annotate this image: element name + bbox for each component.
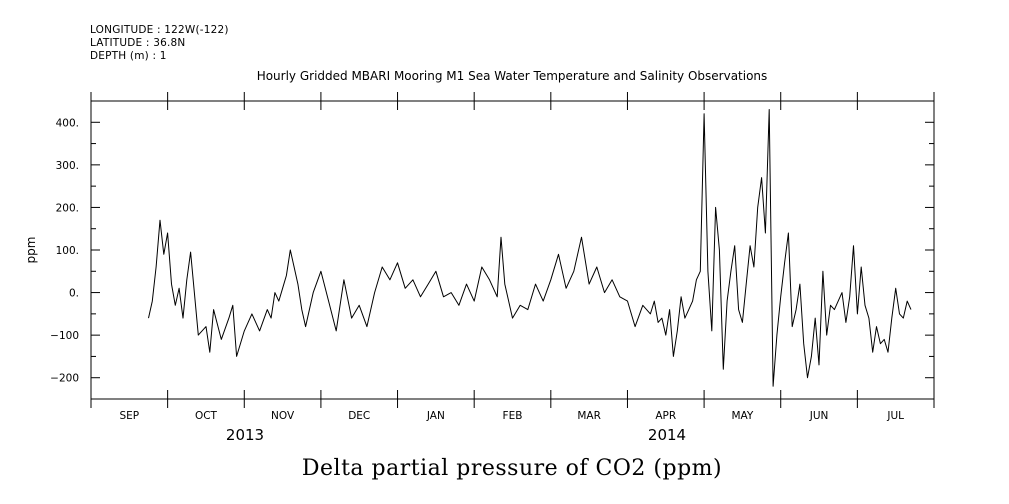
longitude-label: LONGITUDE : 122W(-122) (90, 24, 229, 36)
x-month-label: MAY (731, 410, 753, 422)
x-month-label: SEP (119, 410, 139, 422)
y-tick-label: 400. (56, 117, 79, 129)
x-month-label: JUL (886, 410, 904, 422)
depth-label: DEPTH (m) : 1 (90, 50, 167, 62)
plot-frame (90, 100, 935, 400)
x-month-label: FEB (503, 410, 523, 422)
y-tick-label: 0. (69, 288, 79, 300)
year-label-2013: 2013 (226, 426, 264, 444)
y-tick-label: 100. (56, 245, 79, 257)
x-month-label: NOV (271, 410, 295, 422)
x-month-label: DEC (348, 410, 370, 422)
y-axis-label: ppm (24, 237, 38, 264)
x-month-label: JUN (809, 410, 829, 422)
y-tick-label: 200. (56, 202, 79, 214)
chart-title: Hourly Gridded MBARI Mooring M1 Sea Wate… (257, 69, 768, 83)
x-month-label: APR (655, 410, 676, 422)
series-line (148, 109, 912, 387)
series-group (148, 109, 912, 387)
axes: −200 −100 0. 100. 200. 300. 400. SEP OCT NOV DEC JA… (50, 92, 935, 422)
x-axis-title: Delta partial pressure of CO2 (ppm) (302, 456, 722, 481)
x-month-label: JAN (426, 410, 445, 422)
y-tick-label: −100 (50, 330, 79, 342)
year-label-2014: 2014 (648, 426, 686, 444)
x-month-label: MAR (577, 410, 601, 422)
x-month-label: OCT (195, 410, 218, 422)
latitude-label: LATITUDE : 36.8N (90, 37, 186, 49)
y-tick-label: 300. (56, 160, 79, 172)
y-tick-label: −200 (50, 373, 79, 385)
